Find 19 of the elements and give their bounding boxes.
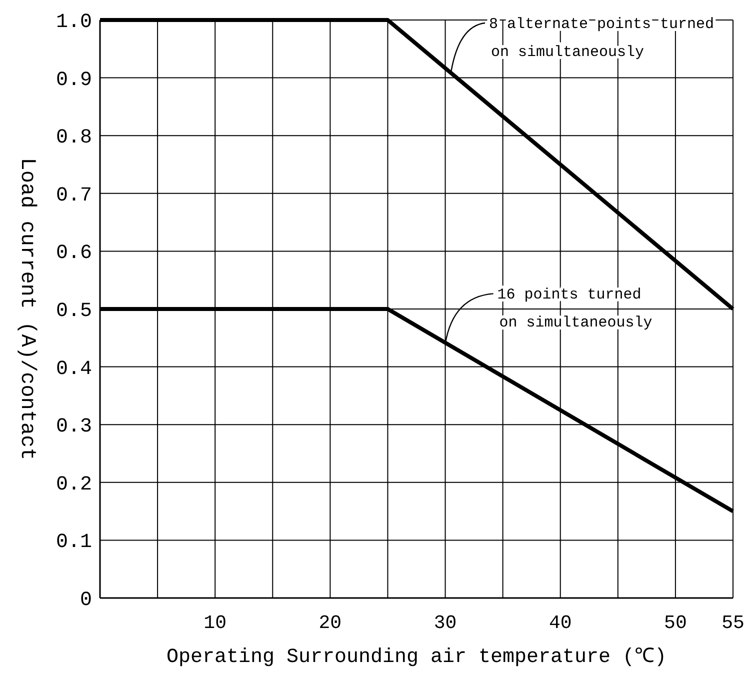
y-tick-label: 0.1 (56, 531, 92, 554)
y-tick-label: 0 (80, 589, 92, 612)
y-tick-label: 0.5 (56, 300, 92, 323)
y-tick-label: 0.2 (56, 473, 92, 496)
y-tick-label: 0.3 (56, 416, 92, 439)
y-tick-label: 0.6 (56, 242, 92, 266)
x-tick-label: 20 (318, 612, 342, 634)
x-tick-label: 40 (548, 612, 572, 634)
y-tick-label: 0.8 (56, 126, 92, 150)
y-tick-label: 0.9 (56, 68, 92, 92)
y-tick-label: 0.4 (56, 358, 92, 381)
x-tick-label: 10 (204, 612, 226, 634)
y-tick-label: 1.0 (56, 11, 92, 34)
y-tick-label: 0.7 (56, 184, 92, 208)
x-axis-title: Operating Surrounding air temperature (℃) (166, 646, 667, 669)
y-axis-title: Load current (A)/contact (15, 158, 38, 460)
x-tick-label: 30 (434, 612, 457, 634)
x-tick-label: 55 (722, 612, 744, 634)
x-tick-label: 50 (664, 612, 687, 634)
